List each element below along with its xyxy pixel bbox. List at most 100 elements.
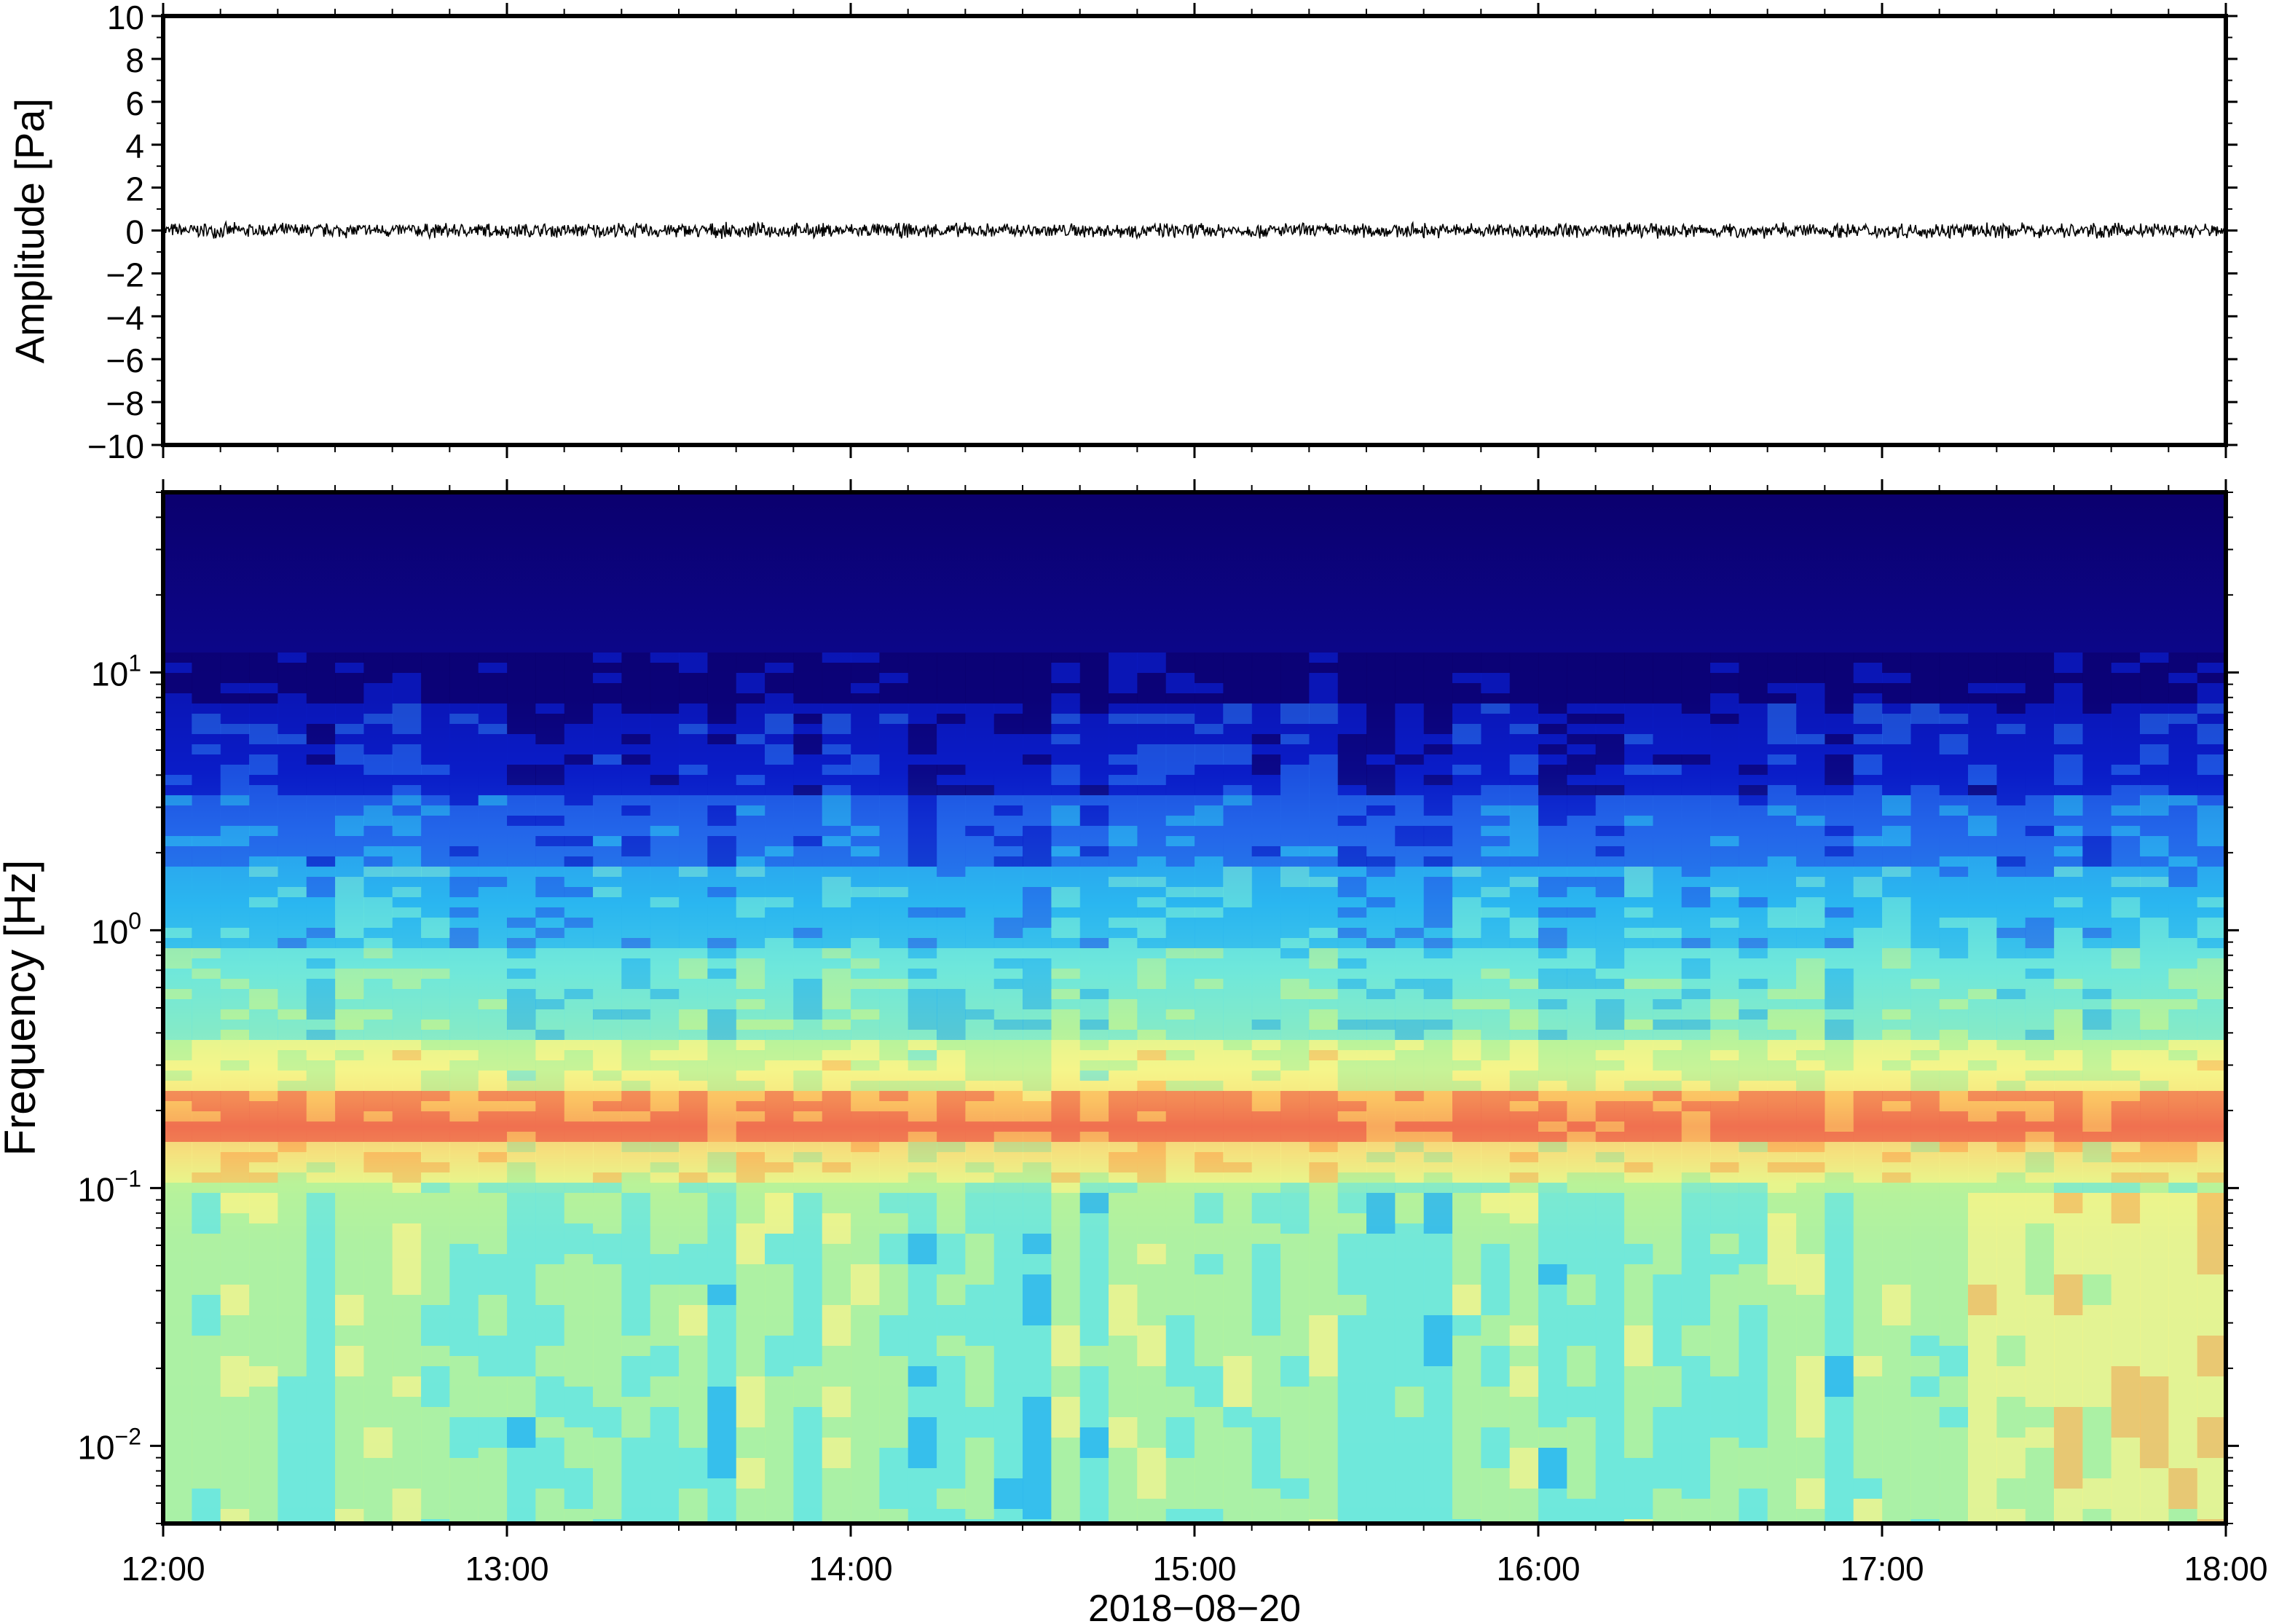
spectrogram-cell xyxy=(1509,663,1539,673)
spectrogram-cell xyxy=(1910,948,1940,958)
spectrogram-cell xyxy=(1739,989,1768,999)
spectrogram-cell xyxy=(679,653,708,663)
spectrogram-cell xyxy=(765,969,794,979)
spectrogram-cell xyxy=(1452,693,1481,703)
spectrogram-cell xyxy=(793,989,823,999)
spectrogram-cell xyxy=(1481,1101,1511,1111)
spectrogram-cell xyxy=(1137,653,1167,663)
spectrogram-cell xyxy=(1567,754,1597,765)
spectrogram-cell xyxy=(1137,673,1167,683)
spectrogram-cell xyxy=(1423,1050,1453,1060)
spectrogram-cell xyxy=(965,673,995,683)
spectrogram-cell xyxy=(650,1009,680,1020)
spectrogram-cell xyxy=(535,1122,565,1132)
spectrogram-cell xyxy=(1796,1183,1825,1193)
spectrogram-cell xyxy=(621,1162,651,1172)
spectrogram-cell xyxy=(2025,754,2055,765)
spectrogram-cell xyxy=(707,1509,737,1524)
spectrogram-cell xyxy=(1681,1478,1711,1499)
spectrogram-cell xyxy=(249,948,278,958)
spectrogram-cell xyxy=(392,673,422,683)
spectrogram-cell xyxy=(1194,1009,1224,1020)
spectrogram-cell xyxy=(1452,1417,1481,1458)
spectrogram-cell xyxy=(1223,1152,1253,1162)
spectrogram-cell xyxy=(163,1009,192,1020)
spectrogram-cell xyxy=(392,1223,422,1254)
spectrogram-cell xyxy=(564,938,594,948)
spectrogram-cell xyxy=(593,1264,622,1295)
spectrogram-cell xyxy=(249,1060,278,1071)
spectrogram-cell xyxy=(1567,795,1597,805)
spectrogram-cell xyxy=(679,1122,708,1132)
spectrogram-cell xyxy=(2025,999,2055,1009)
spectrogram-cell xyxy=(879,714,909,724)
spectrogram-cell xyxy=(535,1162,565,1172)
spectrogram-cell xyxy=(1251,948,1281,958)
spectrogram-cell xyxy=(822,918,851,928)
spectrogram-cell xyxy=(1337,999,1367,1009)
spectrogram-cell xyxy=(1853,724,1883,734)
spectrogram-cell xyxy=(1079,1122,1109,1132)
spectrogram-cell xyxy=(249,1030,278,1040)
spectrogram-cell xyxy=(1767,663,1797,673)
spectrogram-cell xyxy=(1882,785,1911,795)
spectrogram-cell xyxy=(1137,1081,1167,1091)
spectrogram-cell xyxy=(478,1132,508,1142)
spectrogram-cell xyxy=(1624,1111,1653,1122)
spectrogram-cell xyxy=(1051,1091,1081,1101)
spectrogram-cell xyxy=(220,1071,250,1081)
spectrogram-cell xyxy=(1251,724,1281,734)
spectrogram-cell xyxy=(650,795,680,805)
spectrogram-cell xyxy=(1423,663,1453,673)
spectrogram-cell xyxy=(1567,1030,1597,1040)
spectrogram-cell xyxy=(1595,1081,1625,1091)
spectrogram-cell xyxy=(1423,744,1453,754)
spectrogram-cell xyxy=(2140,856,2169,867)
spectrogram-cell xyxy=(707,958,737,969)
spectrogram-cell xyxy=(1595,1376,1625,1397)
spectrogram-cell xyxy=(1337,928,1367,938)
spectrogram-cell xyxy=(1137,1407,1167,1448)
spectrogram-cell xyxy=(535,683,565,693)
spectrogram-cell xyxy=(1910,653,1940,663)
spectrogram-cell xyxy=(1223,703,1253,714)
spectrogram-cell xyxy=(1739,918,1768,928)
spectrogram-cell xyxy=(937,1020,966,1030)
spectrogram-cell xyxy=(1309,1030,1339,1040)
spectrogram-cell xyxy=(1595,1438,1625,1468)
spectrogram-cell xyxy=(192,714,221,724)
spectrogram-cell xyxy=(163,1458,192,1489)
spectrogram-cell xyxy=(1481,724,1511,734)
spectrogram-cell xyxy=(1825,1071,1854,1081)
spectrogram-cell xyxy=(1423,703,1453,714)
spectrogram-cell xyxy=(1681,795,1711,805)
spectrogram-cell xyxy=(1079,724,1109,734)
spectrogram-cell xyxy=(2025,1223,2055,1264)
spectrogram-cell xyxy=(249,1223,278,1244)
spectrogram-cell xyxy=(650,683,680,693)
spectrogram-cell xyxy=(1567,1101,1597,1111)
spectrogram-cell xyxy=(1194,683,1224,693)
spectrogram-cell xyxy=(1767,1111,1797,1122)
spectrogram-cell xyxy=(1939,785,1969,795)
spectrogram-cell xyxy=(679,1336,708,1366)
spectrogram-cell xyxy=(707,867,737,877)
spectrogram-cell xyxy=(2082,1427,2112,1458)
spectrogram-cell xyxy=(1882,683,1911,693)
spectrogram-cell xyxy=(564,887,594,897)
spectrogram-cell xyxy=(1739,1040,1768,1050)
spectrogram-cell xyxy=(507,765,536,775)
spectrogram-cell xyxy=(1567,1162,1597,1172)
spectrogram-cell xyxy=(163,805,192,816)
spectrogram-cell xyxy=(1968,1050,1997,1060)
spectrogram-cell xyxy=(593,856,622,867)
spectrogram-cell xyxy=(1423,979,1453,989)
spectrogram-cell xyxy=(1109,744,1138,754)
spectrogram-cell xyxy=(937,816,966,826)
spectrogram-cell xyxy=(1109,999,1138,1009)
spectrogram-cell xyxy=(679,826,708,836)
spectrogram-cell xyxy=(1481,1509,1511,1524)
spectrogram-cell xyxy=(908,989,937,999)
spectrogram-cell xyxy=(2168,1009,2198,1020)
spectrogram-cell xyxy=(1251,1111,1281,1122)
